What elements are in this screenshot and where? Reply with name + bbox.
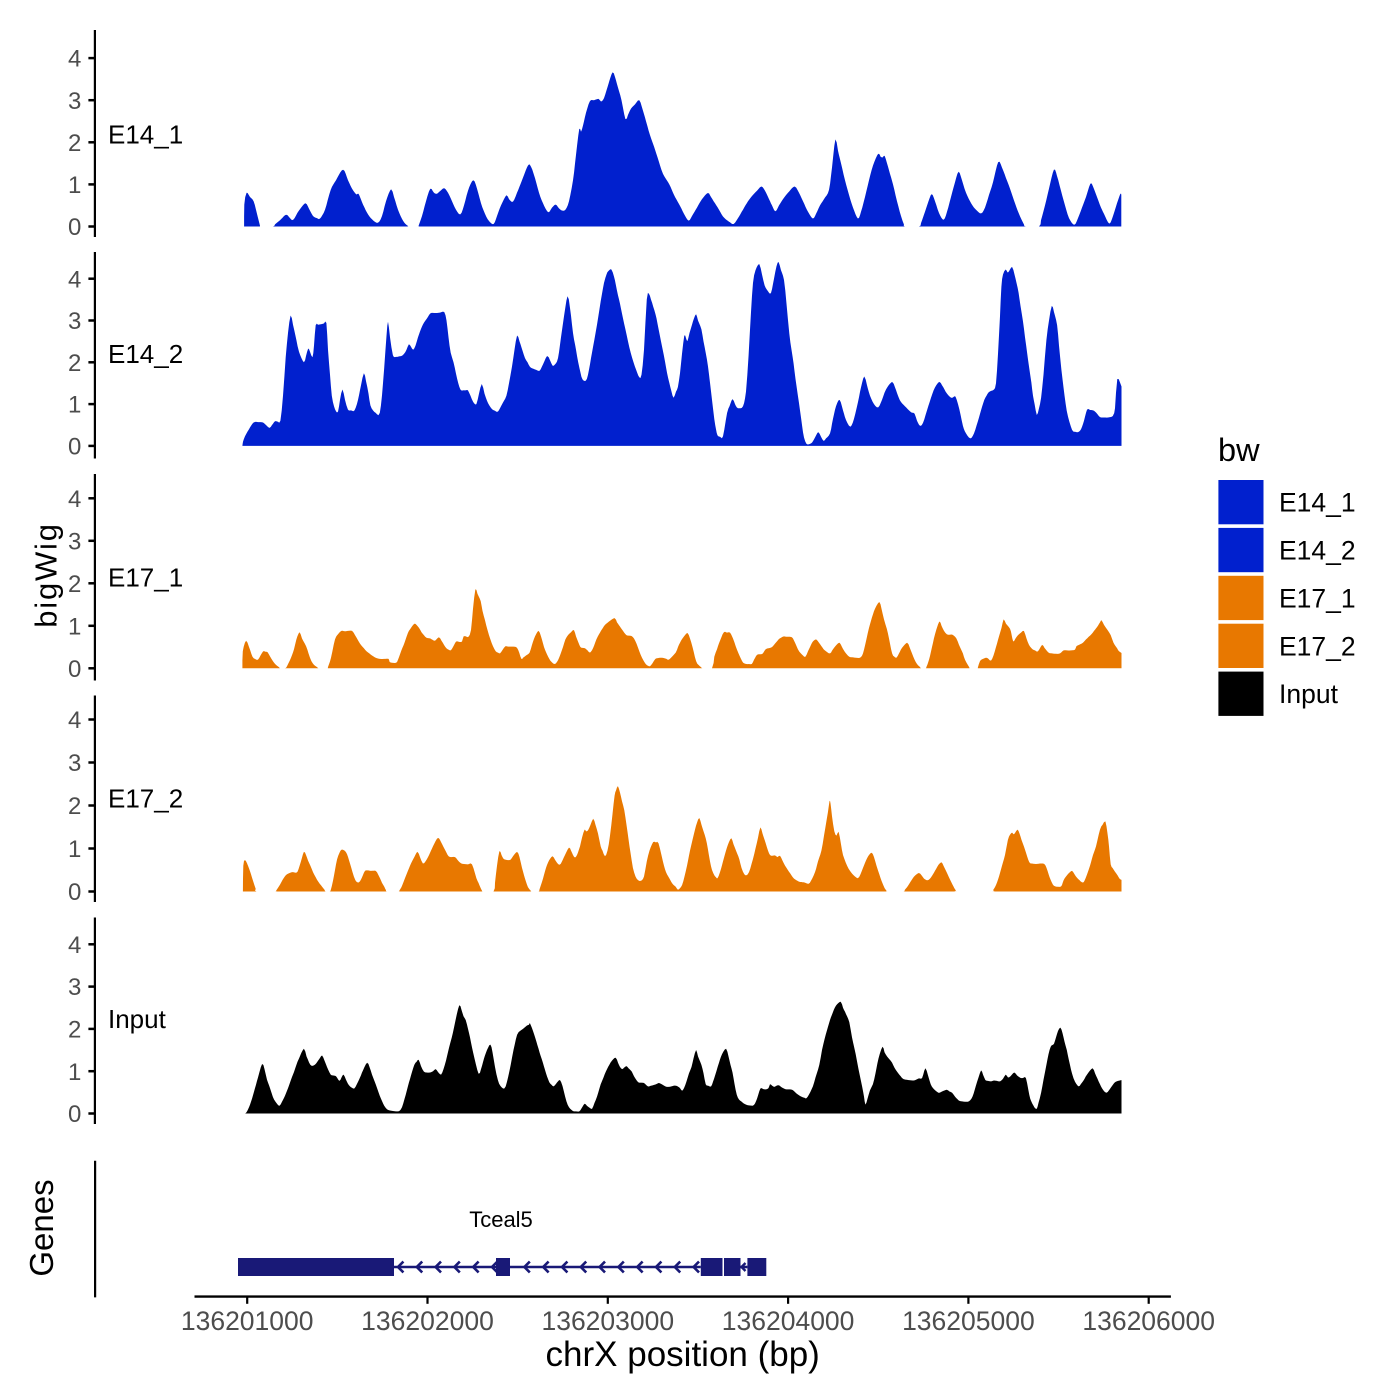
svg-text:E17_2: E17_2: [108, 783, 183, 813]
svg-text:1: 1: [68, 1059, 81, 1086]
svg-text:4: 4: [68, 932, 81, 959]
svg-text:136205000: 136205000: [902, 1306, 1035, 1336]
svg-text:136206000: 136206000: [1082, 1306, 1215, 1336]
svg-text:0: 0: [68, 434, 81, 461]
svg-text:136201000: 136201000: [181, 1306, 314, 1336]
svg-text:3: 3: [68, 974, 81, 1001]
svg-text:4: 4: [68, 707, 81, 734]
svg-text:136204000: 136204000: [722, 1306, 855, 1336]
svg-text:E14_1: E14_1: [1279, 488, 1356, 518]
svg-text:4: 4: [68, 486, 81, 513]
svg-text:Input: Input: [1279, 679, 1339, 709]
svg-text:136202000: 136202000: [361, 1306, 494, 1336]
svg-text:2: 2: [68, 1017, 81, 1044]
svg-text:4: 4: [68, 266, 81, 293]
svg-text:E17_1: E17_1: [108, 562, 183, 592]
svg-text:3: 3: [68, 88, 81, 115]
svg-text:E14_2: E14_2: [108, 339, 183, 369]
svg-text:0: 0: [68, 879, 81, 906]
svg-text:136203000: 136203000: [541, 1306, 674, 1336]
svg-text:3: 3: [68, 750, 81, 777]
svg-text:Tceal5: Tceal5: [469, 1207, 533, 1232]
svg-text:E14_2: E14_2: [1279, 536, 1356, 566]
svg-text:0: 0: [68, 656, 81, 683]
svg-text:1: 1: [68, 613, 81, 640]
svg-text:bigWig: bigWig: [29, 522, 64, 628]
svg-text:1: 1: [68, 392, 81, 419]
svg-text:2: 2: [68, 130, 81, 157]
svg-text:3: 3: [68, 528, 81, 555]
svg-text:bw: bw: [1218, 432, 1260, 468]
svg-text:3: 3: [68, 308, 81, 335]
svg-text:Genes: Genes: [23, 1179, 60, 1276]
svg-text:E17_2: E17_2: [1279, 631, 1356, 661]
svg-text:1: 1: [68, 172, 81, 199]
svg-text:0: 0: [68, 1101, 81, 1128]
svg-text:4: 4: [68, 46, 81, 73]
svg-text:2: 2: [68, 350, 81, 377]
svg-text:chrX position (bp): chrX position (bp): [546, 1335, 820, 1374]
svg-text:Input: Input: [108, 1004, 167, 1034]
svg-text:E14_1: E14_1: [108, 120, 183, 150]
svg-text:0: 0: [68, 214, 81, 241]
svg-text:2: 2: [68, 571, 81, 598]
svg-text:1: 1: [68, 836, 81, 863]
svg-text:2: 2: [68, 793, 81, 820]
svg-text:E17_1: E17_1: [1279, 583, 1356, 613]
